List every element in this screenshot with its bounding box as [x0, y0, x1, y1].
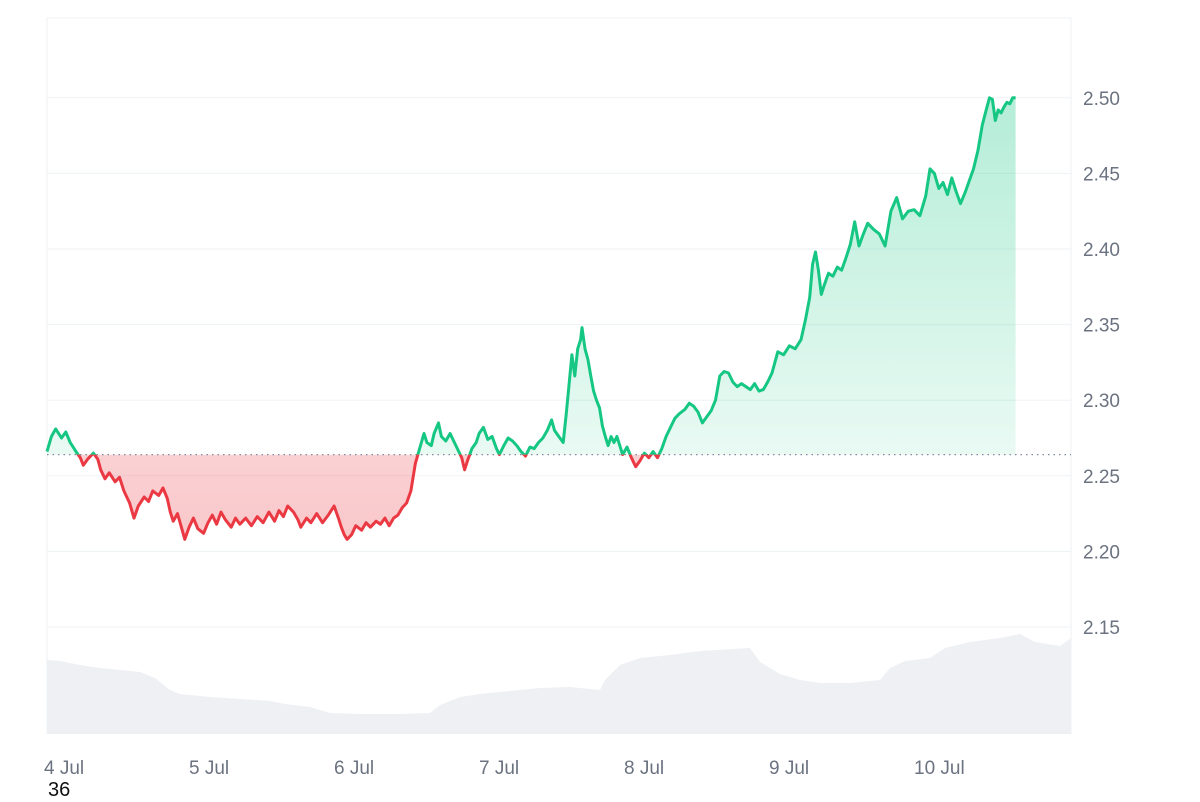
x-tick-label: 10 Jul	[914, 758, 965, 779]
y-tick-label: 2.45	[1083, 164, 1120, 185]
x-tick-label: 6 Jul	[334, 758, 374, 779]
x-tick-label: 5 Jul	[189, 758, 229, 779]
y-tick-label: 2.15	[1083, 618, 1120, 639]
price-area-below-baseline	[78, 454, 659, 540]
y-tick-label: 2.40	[1083, 240, 1120, 261]
volume-area	[47, 634, 1071, 734]
x-tick-label: 8 Jul	[624, 758, 664, 779]
y-tick-label: 2.35	[1083, 316, 1120, 337]
corner-label: 36	[48, 779, 71, 801]
price-line-down	[76, 454, 661, 541]
y-tick-label: 2.50	[1083, 89, 1120, 110]
price-area-above-baseline	[47, 97, 1016, 455]
y-tick-label: 2.30	[1083, 391, 1120, 412]
y-tick-label: 2.20	[1083, 542, 1120, 563]
x-tick-label: 7 Jul	[479, 758, 519, 779]
price-line-up	[45, 96, 1016, 455]
y-tick-label: 2.25	[1083, 467, 1120, 488]
x-axis: 4 Jul 5 Jul 6 Jul 7 Jul 8 Jul 9 Jul 10 Jul	[44, 758, 965, 779]
x-tick-label: 4 Jul	[44, 758, 84, 779]
x-tick-label: 9 Jul	[769, 758, 809, 779]
y-axis: 2.15 2.20 2.25 2.30 2.35 2.40 2.45 2.50	[1083, 89, 1120, 639]
